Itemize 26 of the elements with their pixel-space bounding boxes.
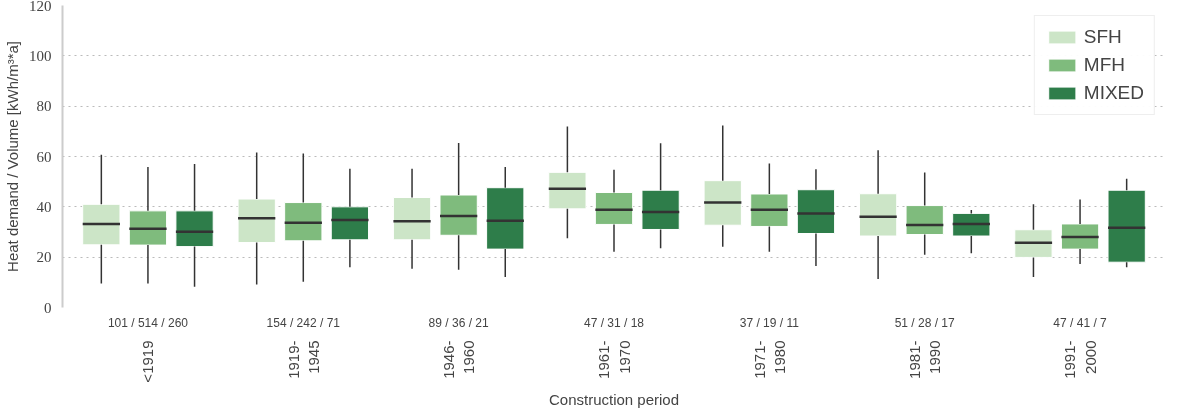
legend-label: SFH [1083, 26, 1122, 48]
y-tick-label: 60 [36, 148, 52, 165]
y-axis-title: Heat demand / Volume [kWh/m³*a] [4, 41, 21, 272]
y-tick-label: 100 [29, 47, 52, 64]
x-tick-label: 1971-1980 [750, 340, 789, 379]
x-tick-label: <1919 [139, 340, 157, 383]
text: 89 / 36 / 21 [428, 315, 489, 330]
y-tick-label: 20 [36, 249, 52, 266]
x-tick-label: 1991-2000 [1061, 340, 1099, 379]
text: 154 / 242 / 71 [266, 315, 341, 330]
y-tick-label: 80 [36, 98, 52, 115]
y-tick-label: 0 [44, 299, 52, 316]
y-tick-label: 40 [36, 198, 52, 215]
text: 47 / 31 / 18 [583, 315, 645, 330]
text: 101 / 514 / 260 [107, 315, 189, 330]
text: 51 / 28 / 17 [894, 315, 956, 330]
y-tick-label: 120 [29, 0, 52, 14]
text: 47 / 41 / 7 [1053, 315, 1108, 330]
legend-label: MIXED [1083, 82, 1144, 104]
x-tick-label: 1981-1990 [906, 340, 944, 379]
x-axis-title: Construction period [548, 390, 680, 408]
x-tick-label: 1961-1970 [595, 340, 633, 379]
legend-label: MFH [1083, 54, 1125, 76]
x-tick-label: 1919-1945 [284, 340, 322, 379]
x-tick-label: 1946-1960 [439, 340, 478, 379]
text: 37 / 19 / 11 [739, 315, 800, 330]
